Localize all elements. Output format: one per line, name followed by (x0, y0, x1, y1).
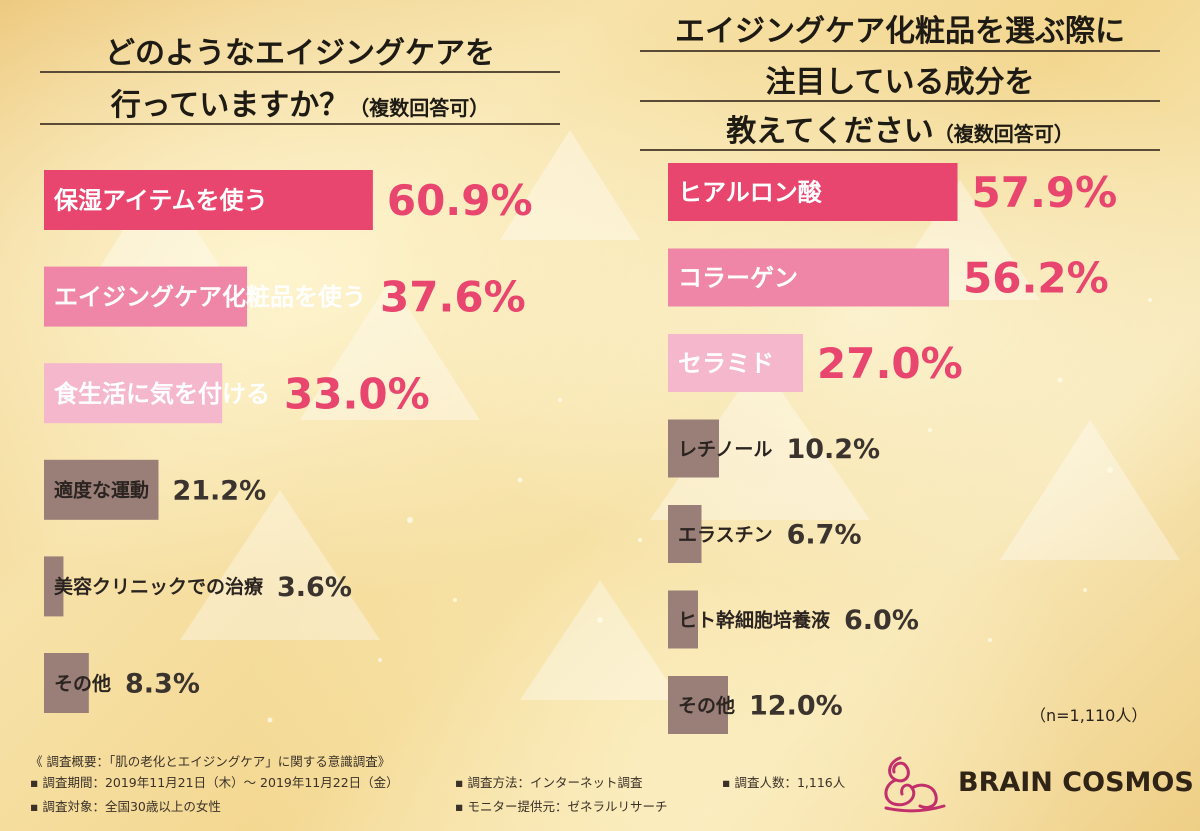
right-value-label: 10.2% (786, 434, 880, 465)
brand-logo-icon (884, 756, 946, 813)
right-bar-label: ヒト幹細胞培養液 (678, 608, 831, 631)
right-bar-group: その他 12.0% (668, 676, 843, 734)
left-bar-label: 保湿アイテムを使う (53, 187, 268, 215)
left-bar-label: その他 (54, 672, 111, 695)
right-bar-label: レチノール (678, 438, 772, 460)
left-bar (44, 266, 248, 327)
left-bar-label: エイジングケア化粧品を使う (54, 283, 366, 311)
left-bar-group: 食生活に気を付ける 33.0% (44, 363, 430, 424)
right-chart-title: エイジングケア化粧品を選ぶ際に (640, 6, 1160, 50)
right-title-underline-2 (640, 100, 1160, 102)
right-value-label: 57.9% (972, 168, 1118, 217)
right-chart-title-3: 教えてください（複数回答可） (640, 106, 1160, 150)
right-value-label: 27.0% (817, 339, 963, 388)
survey-footer: 《 調査概要：「肌の老化とエイジングケア」に関する意識調査》 ▪ 調査期間：20… (0, 745, 1200, 831)
right-bar-group: ヒト幹細胞培養液 6.0% (668, 590, 919, 649)
right-bar (668, 419, 719, 478)
right-bar-label: セラミド (678, 350, 774, 378)
right-bar (668, 505, 702, 563)
left-bar-chart: 保湿アイテムを使う 60.9% エイジングケア化粧品を使う 37.6% 食生活に気を付け… (44, 170, 533, 713)
right-title-underline-3 (640, 149, 1160, 151)
left-value-label: 3.6% (277, 572, 352, 603)
left-title-line-2: 行っていますか？ (110, 88, 350, 123)
left-title-underline-2 (40, 123, 560, 125)
right-value-label: 12.0% (749, 691, 843, 722)
left-bar-label: 美容クリニックでの治療 (54, 575, 264, 598)
left-bar-label: 食生活に気を付ける (54, 380, 270, 408)
right-bar-label: その他 (678, 694, 735, 717)
left-value-label: 60.9% (387, 176, 533, 225)
sample-size-label: （n=1,110人） (1030, 706, 1148, 725)
left-bar (44, 653, 89, 713)
brand-block: BRAIN COSMOS (872, 752, 1194, 816)
right-title-note: （複数回答可） (933, 122, 1074, 146)
survey-method: ▪ 調査方法：インターネット調査 (455, 775, 643, 790)
survey-monitor: ▪ モニター提供元：ゼネラルリサーチ (455, 799, 668, 814)
right-bar (668, 334, 803, 392)
right-bar (668, 163, 958, 221)
right-bar-chart: ヒアルロン酸 57.9% コラーゲン 56.2% セラミド 27.0% レチノール 10.2%… (668, 163, 1117, 734)
left-bar-group: エイジングケア化粧品を使う 37.6% (44, 266, 526, 327)
left-bar-group: 保湿アイテムを使う 60.9% (44, 170, 533, 230)
left-value-label: 37.6% (380, 273, 526, 322)
left-bar-group: 美容クリニックでの治療 3.6% (44, 556, 352, 617)
right-title-line-1: エイジングケア化粧品を選ぶ際に (675, 14, 1125, 49)
right-bar-group: レチノール 10.2% (668, 419, 880, 478)
left-bar (44, 556, 64, 617)
survey-count: ▪ 調査人数：1,116人 (722, 775, 846, 790)
right-bar-group: コラーゲン 56.2% (668, 248, 1109, 307)
right-bar-label: ヒアルロン酸 (678, 179, 823, 207)
left-title-underline-1 (40, 71, 560, 73)
survey-period: ▪ 調査期間：2019年11月21日（木）～ 2019年11月22日（金） (30, 775, 399, 790)
right-bar (668, 248, 949, 307)
right-bar-label: コラーゲン (678, 264, 798, 292)
right-bar-label: エラスチン (678, 524, 773, 546)
left-bar (44, 170, 373, 230)
right-bar-group: ヒアルロン酸 57.9% (668, 163, 1117, 221)
left-bar (44, 459, 159, 520)
left-bar-group: その他 8.3% (44, 653, 200, 713)
left-chart-panel: どのようなエイジングケアを 行っていますか？（複数回答可） 保湿アイテムを使う 6… (0, 0, 600, 745)
right-value-label: 56.2% (963, 254, 1109, 303)
right-value-label: 6.7% (787, 520, 862, 551)
right-bar (668, 676, 728, 734)
left-value-label: 8.3% (125, 669, 200, 700)
right-value-label: 6.0% (844, 605, 919, 636)
right-title-line-3: 教えてください (726, 114, 934, 149)
left-title-line-1: どのようなエイジングケアを (105, 36, 495, 71)
right-chart-panel: エイジングケア化粧品を選ぶ際に 注目している成分を 教えてください（複数回答可）… (600, 0, 1200, 745)
right-bar-group: セラミド 27.0% (668, 334, 963, 392)
survey-title: 《 調査概要：「肌の老化とエイジングケア」に関する意識調査》 (30, 754, 391, 769)
survey-target: ▪ 調査対象：全国30歳以上の女性 (30, 799, 221, 814)
right-bar (668, 590, 698, 649)
left-bar (44, 363, 223, 424)
left-bar-group: 適度な運動 21.2% (44, 459, 266, 520)
right-title-line-2: 注目している成分を (765, 65, 1035, 100)
left-bar-label: 適度な運動 (54, 479, 149, 502)
left-chart-title-2: 行っていますか？（複数回答可） (40, 80, 560, 124)
brand-name: BRAIN COSMOS (958, 767, 1194, 798)
left-title-note: （複数回答可） (349, 96, 490, 120)
right-chart-title-2: 注目している成分を (640, 57, 1160, 101)
left-chart-title: どのようなエイジングケアを (40, 28, 560, 72)
right-title-underline-1 (640, 50, 1160, 52)
left-value-label: 33.0% (284, 369, 430, 418)
left-value-label: 21.2% (172, 476, 266, 507)
right-bar-group: エラスチン 6.7% (668, 505, 862, 563)
